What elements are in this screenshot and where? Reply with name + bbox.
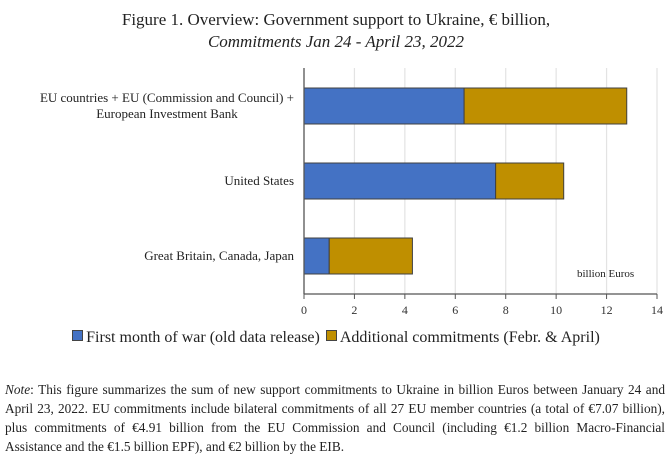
legend: First month of war (old data release) Ad… bbox=[0, 329, 672, 347]
y-category-label-us: United States bbox=[224, 173, 294, 188]
bar-segment bbox=[303, 237, 330, 275]
legend-item-first-month: First month of war (old data release) bbox=[72, 329, 320, 347]
x-tick-label: 4 bbox=[402, 303, 408, 317]
unit-label: billion Euros bbox=[577, 268, 635, 280]
x-tick-label: 0 bbox=[301, 303, 307, 317]
bar-segment bbox=[495, 162, 565, 200]
bar-segment bbox=[303, 87, 465, 125]
x-tick-label: 8 bbox=[503, 303, 509, 317]
legend-label: Additional commitments (Febr. & April) bbox=[339, 329, 600, 346]
chart-title: Figure 1. Overview: Government support t… bbox=[121, 10, 551, 29]
x-tick-label: 2 bbox=[351, 303, 357, 317]
note-text: : This figure summarizes the sum of new … bbox=[5, 382, 665, 454]
axes bbox=[303, 68, 658, 299]
bar-segment bbox=[303, 162, 497, 200]
x-tick-label: 10 bbox=[550, 303, 562, 317]
bar-segment bbox=[328, 237, 413, 275]
legend-label: First month of war (old data release) bbox=[86, 329, 320, 346]
x-tick-label: 12 bbox=[601, 303, 613, 317]
bar-segment bbox=[463, 87, 628, 125]
note-lead: Note bbox=[5, 382, 31, 397]
figure-note: Note: This figure summarizes the sum of … bbox=[5, 380, 665, 456]
x-tick-label: 14 bbox=[651, 303, 663, 317]
bars bbox=[303, 87, 628, 275]
y-category-label-line: European Investment Bank bbox=[96, 106, 238, 121]
y-category-label-line: EU countries + EU (Commission and Counci… bbox=[39, 90, 294, 105]
chart-subtitle: Commitments Jan 24 - April 23, 2022 bbox=[207, 32, 465, 51]
legend-swatch-blue bbox=[72, 330, 84, 341]
y-category-label-gb-ca-jp: Great Britain, Canada, Japan bbox=[144, 248, 294, 263]
legend-swatch-gold bbox=[325, 330, 337, 341]
y-category-label-eu: EU countries + EU (Commission and Counci… bbox=[40, 90, 294, 122]
x-tick-labels: 0 2 4 6 8 10 12 14 bbox=[301, 303, 663, 317]
legend-item-additional: Additional commitments (Febr. & April) bbox=[325, 329, 600, 347]
x-tick-label: 6 bbox=[452, 303, 458, 317]
